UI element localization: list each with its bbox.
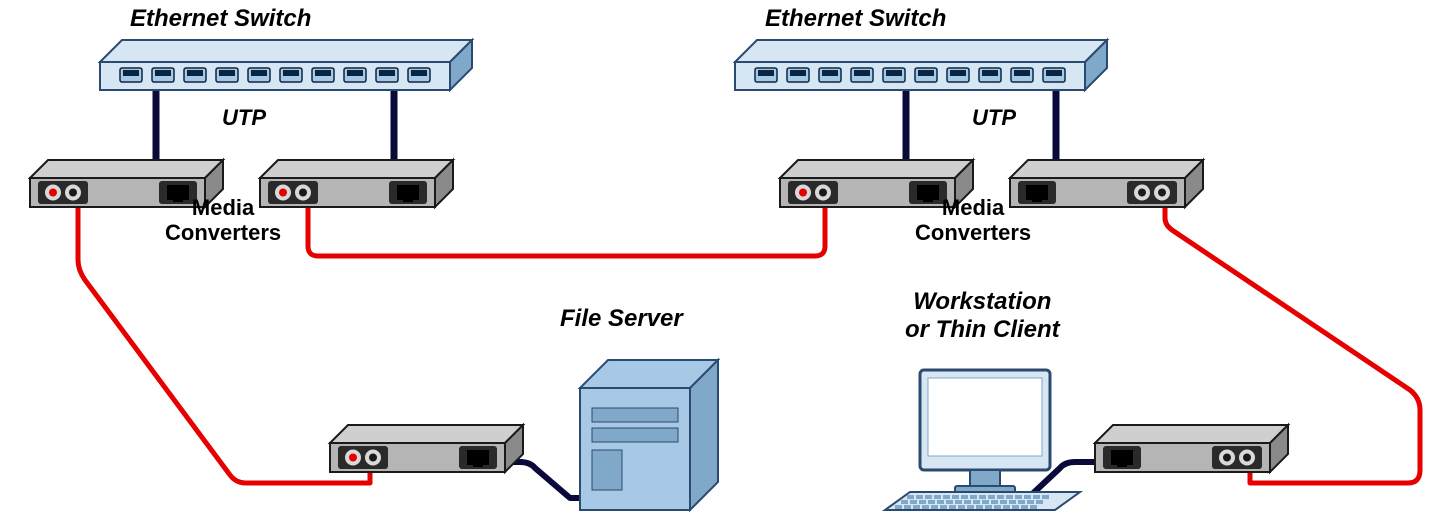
utp-left-label: UTP (222, 105, 266, 130)
media-converter (1095, 425, 1288, 472)
media-converter (1010, 160, 1203, 207)
converters-right-label: Media Converters (915, 195, 1031, 246)
network-diagram (0, 0, 1453, 517)
converters-left-label: Media Converters (165, 195, 281, 246)
media-converter (330, 425, 523, 472)
workstation-label: Workstation or Thin Client (905, 288, 1060, 343)
utp-right-label: UTP (972, 105, 1016, 130)
ethernet-switch (735, 40, 1107, 90)
file-server (580, 360, 718, 510)
media-converter (260, 160, 453, 207)
switch-right-label: Ethernet Switch (765, 5, 946, 33)
server-label: File Server (560, 305, 683, 333)
switch-left-label: Ethernet Switch (130, 5, 311, 33)
ethernet-switch (100, 40, 472, 90)
workstation (885, 370, 1080, 510)
